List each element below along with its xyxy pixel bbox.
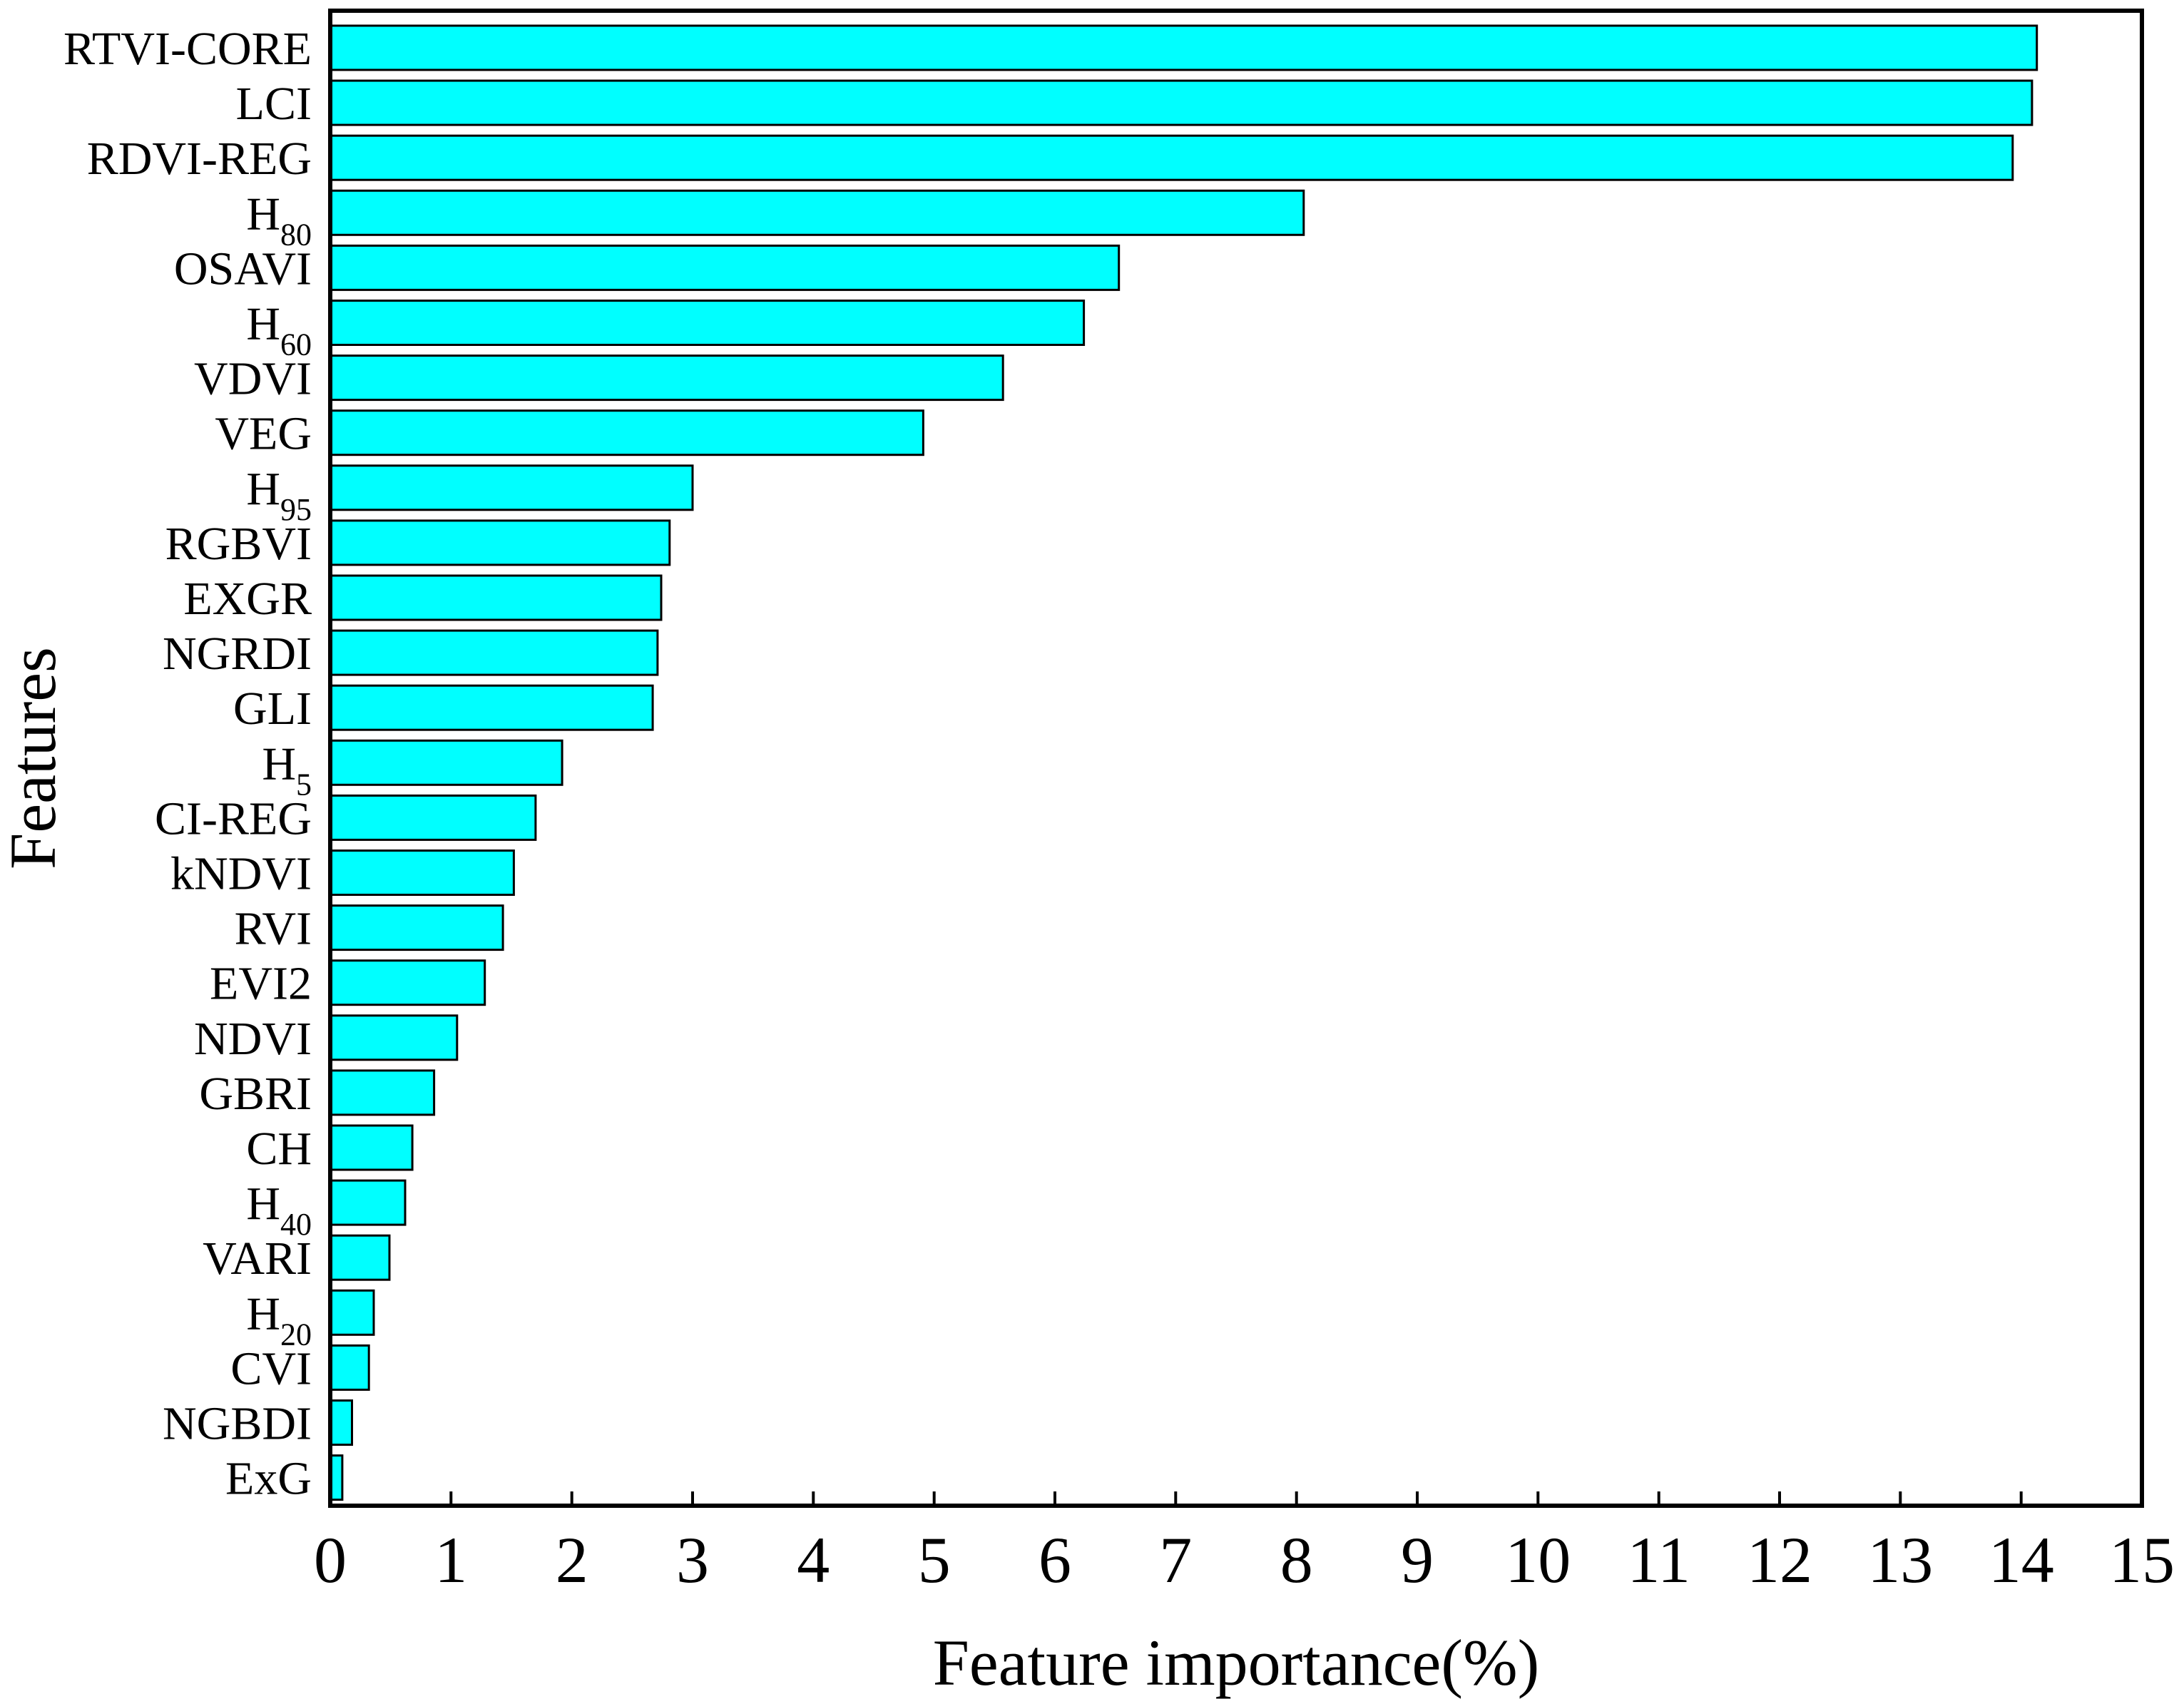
x-tick-label-1: 1 [434,1524,467,1596]
x-tick-label-13: 13 [1867,1524,1933,1596]
y-tick-label-gli: GLI [233,683,312,735]
bar-lci [329,79,2034,126]
y-tick-label-rvi: RVI [235,903,312,955]
y-tick-label-h95: H95 [246,463,312,527]
x-axis-title: Feature importance(%) [933,1626,1540,1699]
bar-ngbdi [329,1399,353,1446]
y-tick-label-h80: H80 [246,188,312,252]
y-tick-labels: RTVI-CORELCIRDVI-REGH80OSAVIH60VDVIVEGH9… [63,23,312,1505]
bar-h80 [329,189,1305,236]
y-tick-label-h40: H40 [246,1178,312,1242]
y-tick-label-vdvi: VDVI [194,353,312,405]
bar-exgr [329,574,663,621]
bar-ch [329,1124,414,1171]
y-tick-label-h5: H5 [262,738,312,802]
bar-h95 [329,464,694,511]
bar-gli [329,684,654,731]
bar-vdvi [329,354,1004,402]
x-tick-label-7: 7 [1159,1524,1192,1596]
y-tick-label-ngrdi: NGRDI [163,628,312,680]
bar-rgbvi [329,519,671,566]
y-tick-label-rdvi-reg: RDVI-REG [87,133,312,185]
bar-rvi [329,904,504,951]
bar-gbri [329,1069,436,1116]
x-tick-label-3: 3 [676,1524,709,1596]
x-tick-label-5: 5 [918,1524,951,1596]
x-tick-label-8: 8 [1280,1524,1313,1596]
x-tick-label-10: 10 [1505,1524,1571,1596]
y-tick-label-ndvi: NDVI [194,1013,312,1065]
x-ticks: 0 1 2 3 4 5 6 7 8 9 10 11 12 13 14 15 [314,1491,2175,1596]
bar-h20 [329,1289,375,1336]
bar-ndvi [329,1014,459,1061]
y-tick-label-ci-reg: CI-REG [155,792,312,845]
bar-ngrdi [329,629,659,676]
bar-h40 [329,1179,407,1226]
bar-evi2 [329,959,486,1006]
y-tick-label-rtvi-core: RTVI-CORE [63,23,312,75]
x-tick-label-15: 15 [2109,1524,2175,1596]
y-tick-label-vari: VARI [203,1233,312,1285]
bar-cvi [329,1344,370,1391]
bar-rdvi-reg [329,134,2014,181]
y-tick-label-cvi: CVI [230,1342,312,1394]
y-tick-label-kndvi: kNDVI [170,848,312,900]
y-axis-title: Features [0,647,69,869]
y-tick-label-h20: H20 [246,1287,312,1352]
x-tick-label-14: 14 [1989,1524,2054,1596]
y-tick-label-lci: LCI [236,78,312,130]
x-tick-label-4: 4 [797,1524,830,1596]
y-tick-label-veg: VEG [215,408,312,460]
y-tick-label-ch: CH [246,1123,312,1175]
bars-group [329,24,2038,1501]
bar-rtvi-core [329,24,2038,71]
y-tick-label-gbri: GBRI [199,1068,312,1120]
x-tick-label-9: 9 [1401,1524,1434,1596]
x-tick-label-6: 6 [1039,1524,1071,1596]
bar-veg [329,409,924,456]
x-tick-label-12: 12 [1747,1524,1812,1596]
bar-ci-reg [329,794,537,841]
plot-frame [328,9,2144,1508]
y-tick-label-ngbdi: NGBDI [163,1398,312,1450]
y-tick-label-evi2: EVI2 [210,958,312,1010]
bar-osavi [329,244,1121,291]
bar-h60 [329,300,1086,346]
x-tick-label-0: 0 [314,1524,347,1596]
y-tick-label-h60: H60 [246,298,312,362]
y-tick-label-rgbvi: RGBVI [165,518,312,570]
y-tick-label-exg: ExG [225,1453,312,1505]
bar-kndvi [329,850,515,896]
x-tick-label-2: 2 [556,1524,588,1596]
y-tick-label-exgr: EXGR [183,573,312,625]
bar-h5 [329,739,563,786]
x-tick-label-11: 11 [1627,1524,1690,1596]
bar-vari [329,1234,391,1281]
y-tick-label-osavi: OSAVI [174,243,312,295]
